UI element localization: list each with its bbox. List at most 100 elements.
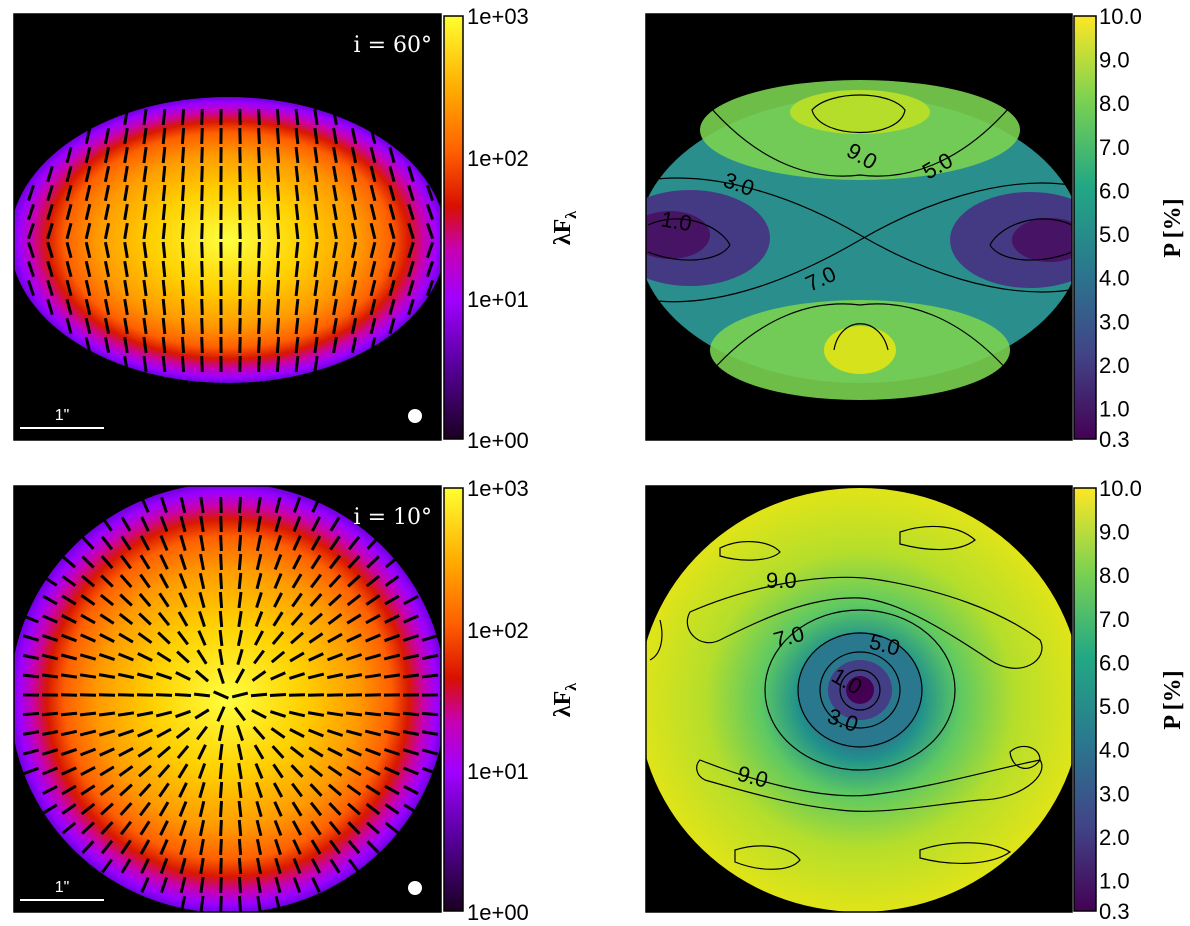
polarization-vector [159, 876, 169, 894]
polarization-vector [161, 355, 167, 373]
polarization-vector [117, 672, 135, 680]
polarization-vector [369, 127, 377, 145]
polarization-vector [236, 629, 244, 647]
polarization-vector [118, 632, 134, 644]
polarization-vector [60, 729, 78, 737]
polarization-vector [46, 241, 54, 259]
polarization-vector [159, 535, 169, 551]
polarization-vector [27, 241, 35, 259]
polarization-vector [79, 747, 97, 757]
polarization-vector [275, 108, 281, 126]
polarization-vector [403, 614, 419, 624]
polarization-vector [291, 573, 303, 589]
contour-lines [647, 94, 1072, 386]
polarization-vector [80, 613, 96, 625]
polarization-vector [218, 781, 224, 799]
polarization-vector [160, 496, 168, 514]
polarization-vector [180, 355, 186, 373]
polarization-vector [80, 594, 96, 606]
polarization-vector [403, 785, 419, 795]
polarization-vector [175, 726, 191, 740]
high-polarization-region [790, 90, 930, 134]
polarization-vector [425, 203, 435, 221]
contour-label: 9.0 [766, 568, 797, 593]
polarization-vector [407, 298, 415, 316]
polarization-vector [174, 693, 192, 697]
polarization-vector [275, 279, 281, 297]
polarization-vector [292, 496, 302, 514]
polarization-vector [345, 711, 363, 717]
polarization-vector [179, 838, 187, 856]
polarization-vector [200, 355, 204, 373]
colorbar-tick-label: 5.0 [1099, 222, 1130, 247]
polarization-vector [157, 764, 171, 778]
polarization-vector [425, 279, 435, 297]
polarization-vector [84, 241, 92, 259]
polarization-vector [383, 729, 401, 737]
polarization-vector [291, 782, 303, 798]
polarization-vector [275, 165, 281, 183]
polarization-vector [350, 241, 358, 259]
polarization-vector [346, 593, 362, 607]
polarization-vector [270, 671, 286, 681]
polarization-vector [313, 108, 319, 126]
polarization-vector [81, 821, 95, 835]
low-polarization-region [646, 211, 710, 259]
polarization-vector [219, 876, 223, 894]
polarization-vector [120, 516, 132, 532]
colorbar-tick-label: 1e+03 [467, 4, 529, 29]
polarization-vector [291, 820, 303, 836]
polarization-vector [80, 574, 96, 588]
polarization-vector [255, 819, 263, 837]
polarization-vector [255, 591, 263, 609]
colorbar-tick-label: 7.0 [1099, 135, 1130, 160]
polarization-vector [61, 614, 77, 624]
polarization-vector [388, 203, 396, 221]
polarization-vector [98, 652, 116, 662]
low-polarization-region [1012, 218, 1072, 262]
polarization-vector [180, 146, 186, 164]
polarization-vector [61, 803, 77, 815]
polarization-vector [65, 241, 73, 259]
polarization-vector [65, 184, 73, 202]
polarization-vector [65, 279, 73, 297]
polarization-vector [275, 298, 281, 316]
polarization-vector [46, 260, 54, 278]
polarization-vector [421, 653, 439, 661]
polarization-vector [421, 766, 439, 776]
polarization-vector [407, 260, 415, 278]
polarization-vector [99, 593, 115, 607]
polarization-vector [365, 613, 381, 625]
polarization-vector [273, 573, 283, 589]
polarization-vector [421, 730, 439, 736]
polarization-vector [157, 611, 171, 627]
polarization-vector [307, 693, 325, 697]
contour-label: 1.0 [659, 206, 693, 236]
polarization-vector [308, 728, 324, 738]
inclination-label: i = 60° [354, 33, 432, 58]
polarization-vector [313, 279, 319, 297]
polarization-vector [155, 693, 173, 697]
polarization-vector [120, 839, 132, 855]
polarization-vector [253, 630, 265, 646]
polarization-vector [345, 673, 363, 679]
polarization-vector [46, 165, 54, 183]
low-polarization-region [950, 192, 1072, 288]
polarization-vector [200, 146, 204, 164]
polarization-vector [365, 802, 381, 816]
polarization-vector [425, 260, 435, 278]
polarization-vector [289, 745, 305, 759]
polarization-vector [347, 574, 361, 588]
polarization-vector [237, 819, 243, 837]
polarization-vector [275, 222, 281, 240]
polarization-vector [237, 781, 243, 799]
polarization-vector [119, 783, 133, 797]
polarization-vector [123, 317, 129, 335]
polarization-vector [294, 108, 300, 126]
polarization-vector [80, 784, 96, 796]
polarization-vector [60, 747, 78, 757]
polarization-vector [65, 260, 73, 278]
polarization-vector [290, 764, 304, 778]
polarization-vector [140, 858, 150, 874]
